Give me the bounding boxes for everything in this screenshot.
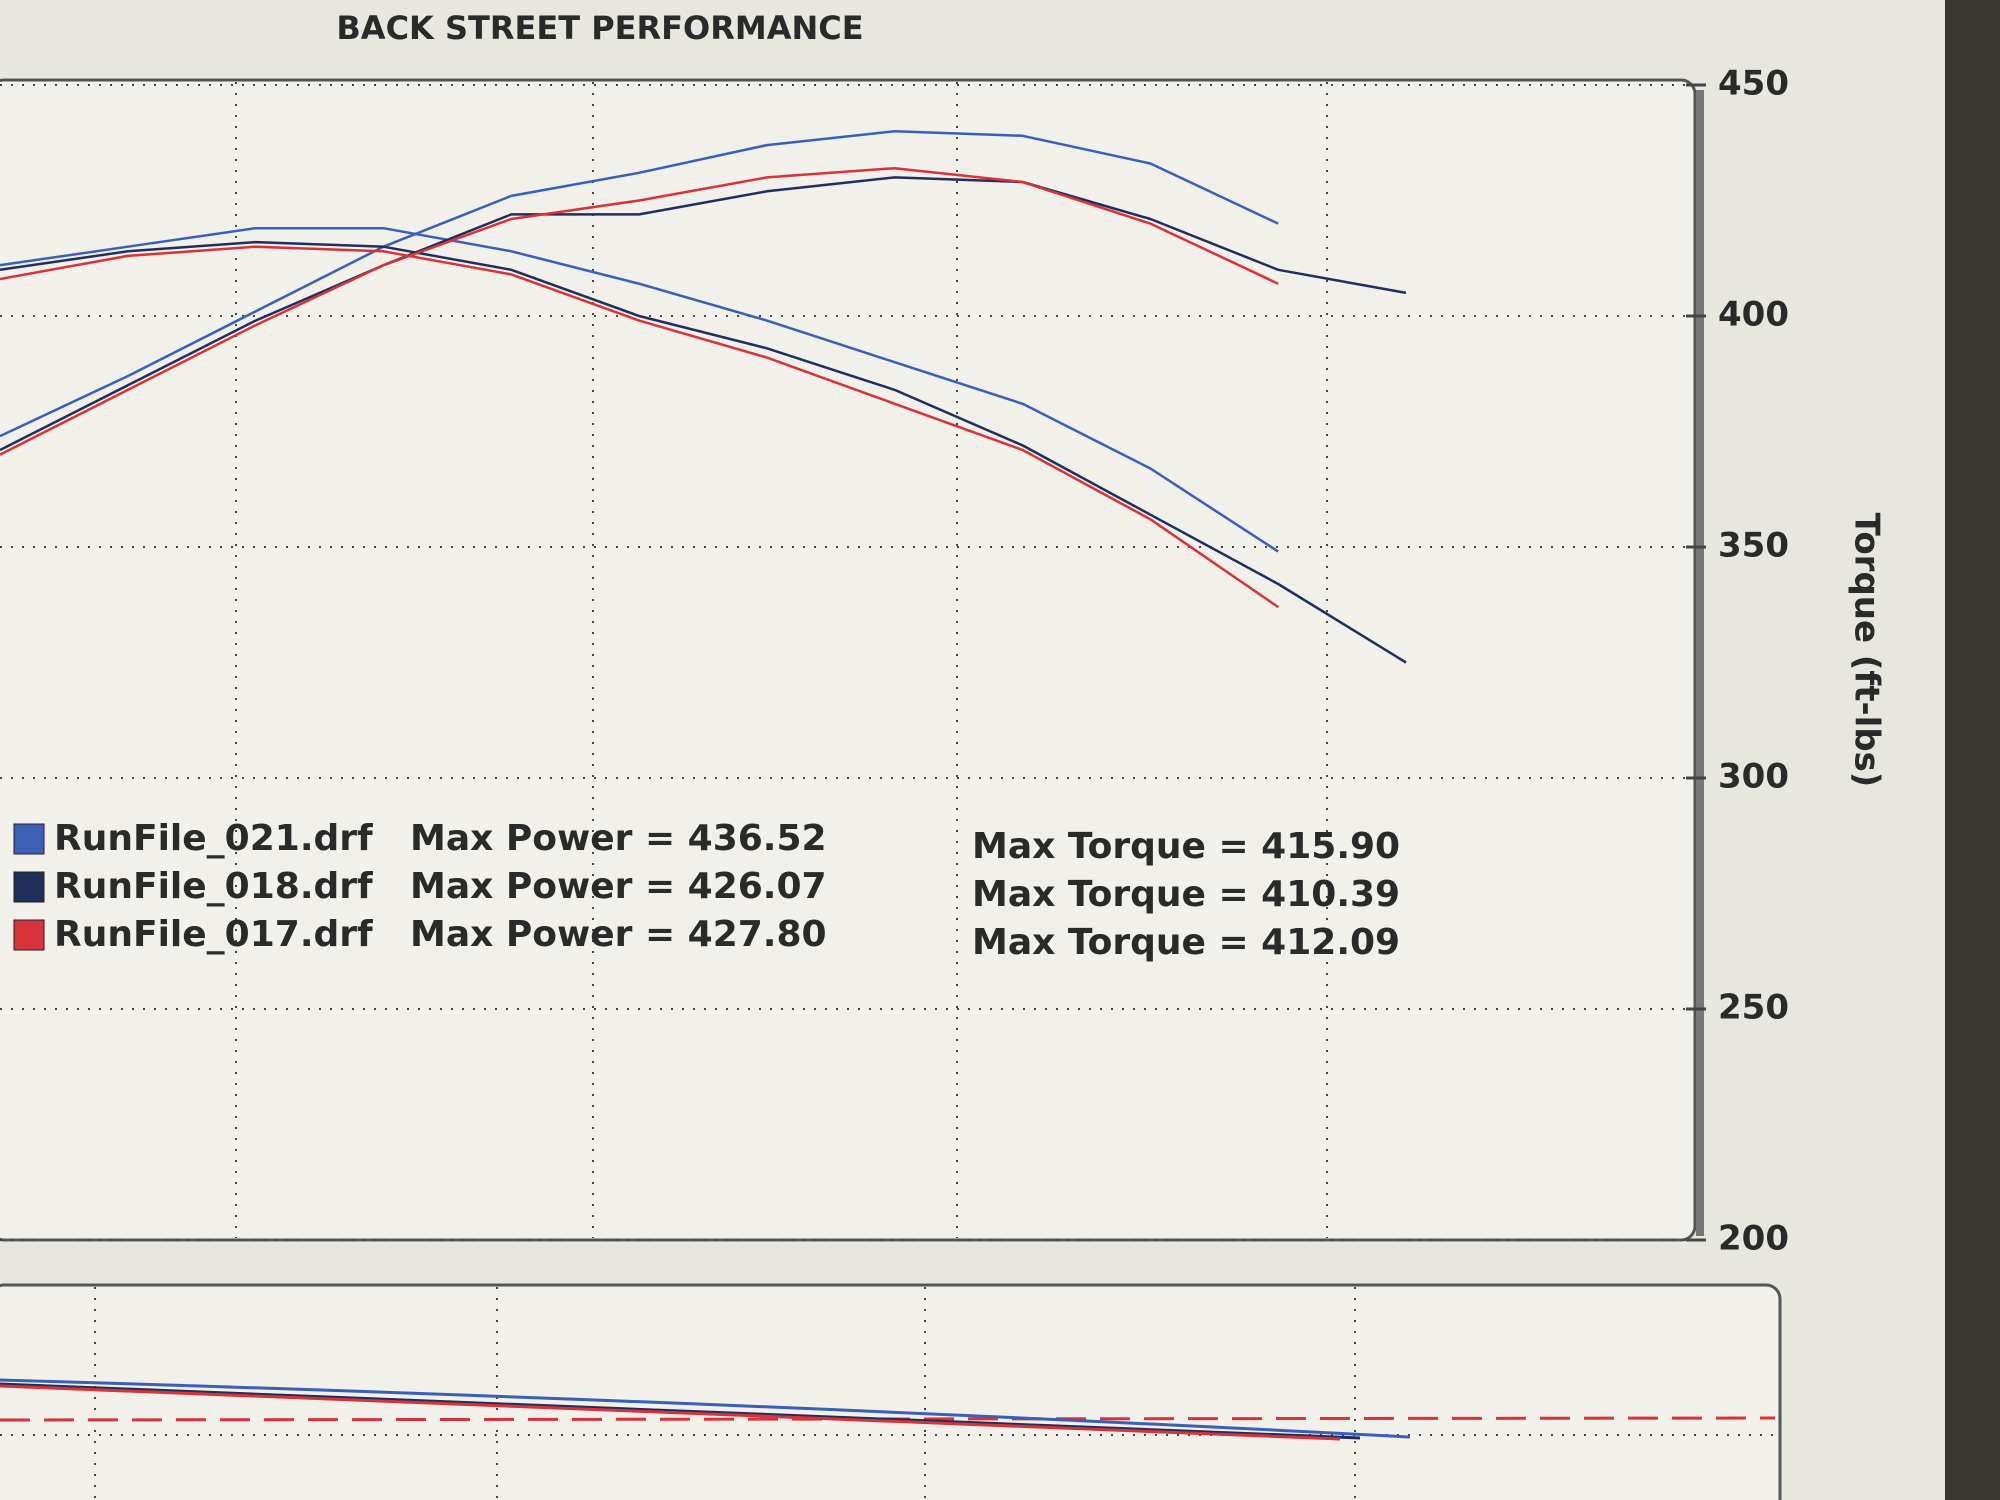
background-edge xyxy=(1945,0,2000,1500)
lower-trace xyxy=(0,1382,1361,1440)
legend-name: RunFile_021.drf xyxy=(54,818,373,859)
lower-grid xyxy=(0,1287,1775,1500)
legend-torque: Max Torque = 410.39 xyxy=(972,874,1400,915)
legend-torque: Max Torque = 415.90 xyxy=(972,826,1400,867)
y-tick-label: 350 xyxy=(1718,526,1789,566)
legend-name: RunFile_017.drf xyxy=(54,914,373,955)
lower-trace xyxy=(0,1378,1411,1439)
y-tick-label: 300 xyxy=(1718,757,1789,797)
curve xyxy=(0,166,1279,456)
curve xyxy=(0,226,1279,553)
legend-torque: Max Torque = 412.09 xyxy=(972,922,1400,963)
legend-power: Max Power = 427.80 xyxy=(410,914,827,955)
legend-swatch xyxy=(13,919,45,951)
legend-power: Max Power = 436.52 xyxy=(410,818,827,859)
curve xyxy=(0,245,1279,609)
chart-title: BACK STREET PERFORMANCE xyxy=(336,9,863,47)
y-axis-title: Torque (ft-lbs) xyxy=(1847,513,1887,788)
plot-frame xyxy=(0,78,1697,1242)
curve xyxy=(0,176,1407,452)
y-tick-label: 250 xyxy=(1718,988,1789,1028)
curve xyxy=(0,240,1407,664)
curve xyxy=(0,129,1279,438)
y-tick-label: 400 xyxy=(1718,295,1789,335)
legend-power: Max Power = 426.07 xyxy=(410,866,827,907)
legend-name: RunFile_018.drf xyxy=(54,866,373,907)
y-tick-label: 200 xyxy=(1718,1219,1789,1259)
legend-swatch xyxy=(13,823,45,855)
lower-panel xyxy=(0,1283,1782,1500)
y-tick-label: 450 xyxy=(1718,64,1789,104)
legend-swatch xyxy=(13,871,45,903)
lower-trace xyxy=(0,1384,1341,1441)
